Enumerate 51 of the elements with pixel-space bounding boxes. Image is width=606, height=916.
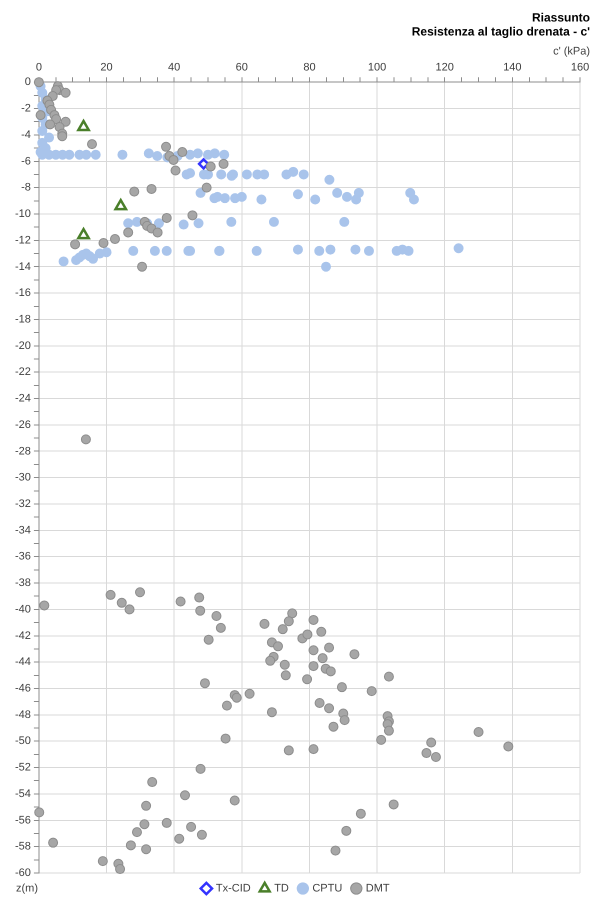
y-tick-label: -14: [14, 260, 31, 273]
y-tick-label: -6: [21, 155, 31, 168]
point: [77, 120, 90, 132]
x-tick-label: 60: [236, 62, 248, 74]
x-tick-label: 100: [368, 62, 386, 74]
x-tick-label: 120: [436, 62, 454, 74]
y-tick-label: -58: [14, 840, 31, 853]
y-tick-label: -26: [14, 418, 31, 431]
legend-label: DMT: [366, 882, 390, 895]
x-tick-label: 160: [570, 62, 590, 74]
y-tick-label: -8: [21, 182, 31, 194]
x-tick-label: 0: [36, 62, 42, 74]
legend-label: TD: [274, 882, 289, 895]
y-tick-label: -60: [14, 867, 31, 880]
y-tick-label: -38: [14, 577, 31, 590]
x-tick-label: 40: [168, 62, 180, 74]
x-tick-label: 20: [100, 62, 113, 74]
y-tick-label: -54: [14, 788, 31, 800]
y-tick-label: -42: [14, 630, 31, 642]
y-tick-label: -4: [21, 128, 31, 141]
y-tick-label: -18: [14, 313, 31, 326]
y-tick-label: -32: [14, 498, 31, 510]
chart-subtitle: Resistenza al taglio drenata - c': [412, 24, 590, 38]
y-tick-label: -10: [14, 208, 31, 220]
y-tick-label: -48: [14, 708, 31, 721]
y-axis-title: z(m): [16, 882, 38, 895]
y-tick-label: -56: [14, 814, 31, 826]
point: [77, 228, 90, 240]
y-tick-label: -20: [14, 340, 31, 352]
y-tick-label: -52: [14, 762, 31, 774]
y-tick-label: -28: [14, 445, 31, 458]
legend-label: CPTU: [312, 882, 342, 895]
chart-title: Riassunto: [532, 10, 590, 24]
x-tick-label: 140: [503, 62, 522, 74]
y-tick-label: -12: [14, 234, 31, 246]
y-tick-label: 0: [24, 76, 31, 88]
y-tick-label: -36: [14, 550, 31, 563]
y-tick-label: -16: [14, 287, 31, 300]
y-tick-label: -40: [14, 603, 31, 616]
y-tick-label: -22: [14, 366, 31, 378]
y-tick-label: -50: [14, 735, 31, 748]
y-tick-label: -44: [14, 656, 31, 668]
x-tick-label: 80: [303, 62, 316, 74]
y-tick-label: -24: [14, 392, 31, 405]
y-tick-label: -2: [21, 102, 31, 115]
point: [114, 198, 128, 210]
y-tick-label: -34: [14, 524, 31, 536]
y-tick-label: -30: [14, 472, 31, 484]
x-axis-title: c' (kPa): [553, 46, 590, 58]
y-tick-label: -46: [14, 682, 31, 695]
legend-label: Tx-CID: [216, 882, 251, 895]
